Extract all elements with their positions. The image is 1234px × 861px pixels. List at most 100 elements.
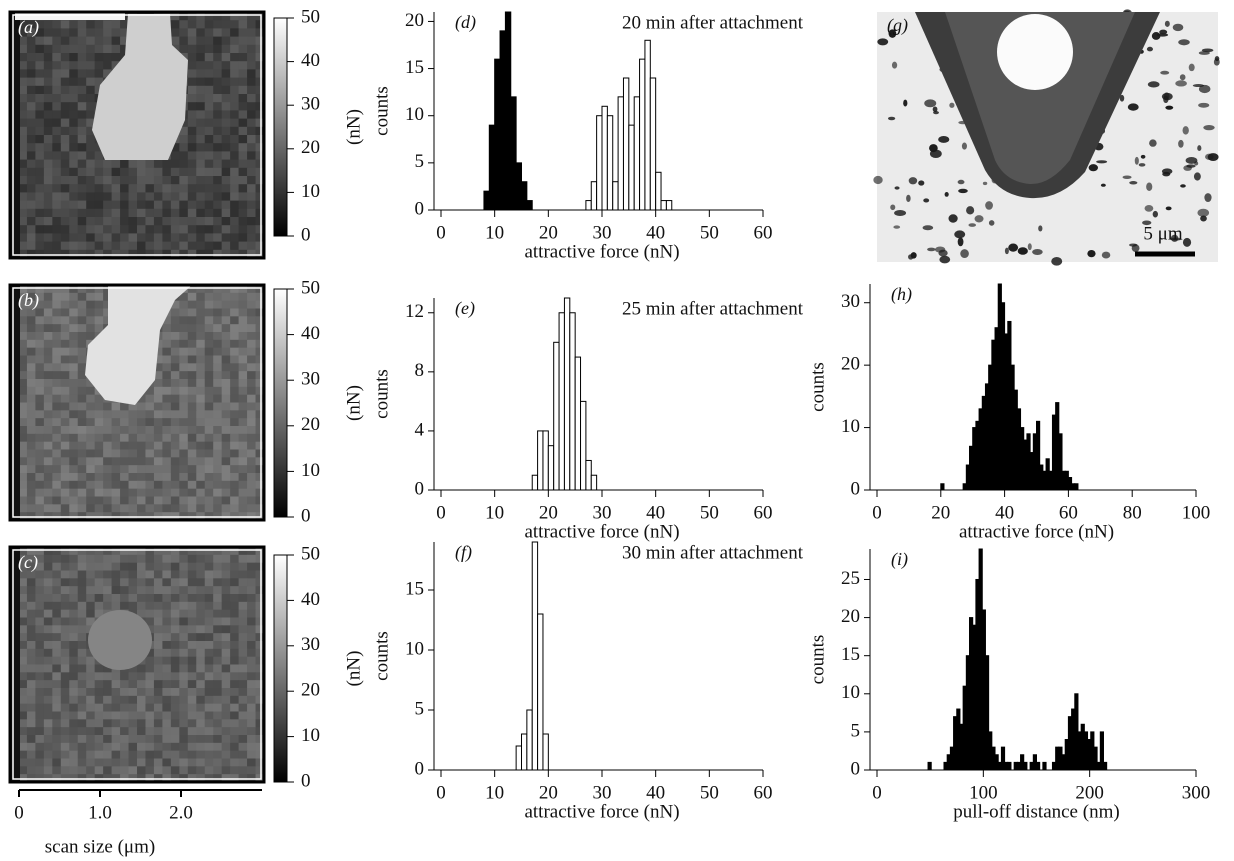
pixel: [205, 225, 214, 234]
pixel: [188, 102, 197, 111]
pixel: [69, 465, 78, 473]
pixel: [188, 680, 197, 688]
pixel: [112, 680, 121, 688]
pixel: [27, 649, 36, 657]
pixel: [137, 233, 146, 242]
pixel: [162, 457, 171, 465]
pixel: [213, 719, 222, 727]
pixel: [69, 20, 78, 29]
pixel: [213, 442, 222, 450]
pixel: [247, 727, 256, 735]
pore: [906, 195, 911, 202]
pixel: [137, 696, 146, 704]
pixel: [61, 301, 70, 309]
pixel: [239, 301, 248, 309]
pixel: [239, 672, 248, 680]
pore: [1032, 249, 1043, 255]
pixel: [154, 434, 163, 442]
pixel: [171, 201, 180, 210]
pixel: [137, 672, 146, 680]
pixel: [69, 594, 78, 602]
pixel: [247, 184, 256, 193]
pixel: [213, 379, 222, 387]
histogram-bar: [666, 201, 671, 210]
pixel: [213, 184, 222, 193]
pixel: [205, 594, 214, 602]
y-tick-label: 5: [415, 151, 425, 172]
pixel: [61, 680, 70, 688]
pixel: [52, 743, 61, 751]
pixel: [179, 602, 188, 610]
pixel: [35, 618, 44, 626]
pixel: [95, 481, 104, 489]
pixel: [247, 395, 256, 403]
pixel: [213, 751, 222, 759]
histogram-bar: [495, 59, 500, 210]
pixel: [247, 102, 256, 111]
pixel: [171, 184, 180, 193]
pore: [1186, 164, 1195, 167]
pixel: [61, 20, 70, 29]
pixel: [61, 410, 70, 418]
pixel: [52, 395, 61, 403]
pixel: [137, 434, 146, 442]
pixel: [78, 110, 87, 119]
pixel: [112, 28, 121, 37]
pixel: [69, 759, 78, 767]
pixel: [205, 143, 214, 152]
pixel: [230, 309, 239, 317]
pixel: [78, 665, 87, 673]
pore: [985, 201, 993, 210]
pixel: [61, 293, 70, 301]
pixel: [205, 696, 214, 704]
pixel: [103, 160, 112, 169]
x-tick-label: 2.0: [169, 802, 193, 823]
pixel: [205, 176, 214, 185]
pixel: [61, 578, 70, 586]
pixel: [95, 309, 104, 317]
pixel: [137, 594, 146, 602]
pixel: [120, 457, 129, 465]
pixel: [162, 225, 171, 234]
pixel: [213, 665, 222, 673]
pixel: [52, 143, 61, 152]
pixel: [213, 45, 222, 54]
pixel: [27, 184, 36, 193]
pixel: [247, 625, 256, 633]
pixel: [196, 473, 205, 481]
pore: [933, 111, 939, 114]
pixel: [230, 78, 239, 87]
pixel: [69, 45, 78, 54]
pixel: [78, 379, 87, 387]
pixel: [247, 28, 256, 37]
pixel: [27, 578, 36, 586]
pixel: [52, 704, 61, 712]
pixel: [44, 37, 53, 46]
pixel: [78, 53, 87, 62]
pixel: [154, 712, 163, 720]
pixel: [247, 309, 256, 317]
histogram-bar: [1008, 762, 1011, 770]
pixel: [154, 633, 163, 641]
pixel: [230, 363, 239, 371]
pixel: [78, 735, 87, 743]
pixel: [78, 45, 87, 54]
pixel: [196, 78, 205, 87]
pixel: [205, 563, 214, 571]
pixel: [112, 712, 121, 720]
pixel: [247, 618, 256, 626]
pixel: [171, 578, 180, 586]
pore: [924, 99, 936, 107]
pixel: [188, 625, 197, 633]
pixel: [188, 309, 197, 317]
histogram-bar: [522, 182, 527, 210]
pixel: [78, 143, 87, 152]
pixel: [52, 184, 61, 193]
pixel: [222, 20, 231, 29]
pixel: [205, 233, 214, 242]
pixel: [27, 434, 36, 442]
pixel: [230, 316, 239, 324]
pixel: [179, 340, 188, 348]
pixel: [205, 168, 214, 177]
pixel: [239, 602, 248, 610]
